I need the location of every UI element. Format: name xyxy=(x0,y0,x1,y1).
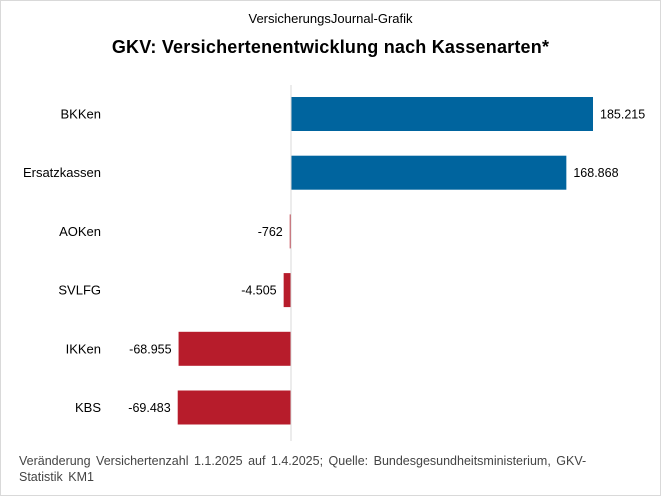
bar-svlfg xyxy=(283,273,291,308)
chart-supertitle: VersicherungsJournal-Grafik xyxy=(248,11,413,26)
value-label-ikken: -68.955 xyxy=(129,342,171,356)
bar-bkken xyxy=(291,97,593,131)
chart-footnote: Veränderung Versichertenzahl 1.1.2025 au… xyxy=(19,454,587,484)
category-label-bkken: BKKen xyxy=(61,107,101,122)
category-label-ikken: IKKen xyxy=(66,341,101,356)
value-label-svlfg: -4.505 xyxy=(241,284,276,298)
bar-chart: BKKen 185.215 Ersatzkassen 168.868 AOKen -762… xyxy=(23,85,645,441)
bar-kbs xyxy=(177,390,291,425)
category-label-kbs: KBS xyxy=(75,400,101,415)
chart-title: GKV: Versichertenentwicklung nach Kassen… xyxy=(111,37,550,57)
bar-ikken xyxy=(178,331,291,366)
category-label-svlfg: SVLFG xyxy=(58,283,101,298)
value-label-ersatzkassen: 168.868 xyxy=(573,166,618,180)
category-label-aoken: AOKen xyxy=(59,224,101,239)
bar-ersatzkassen xyxy=(291,155,567,190)
labels-layer: BKKen 185.215 Ersatzkassen 168.868 AOKen -762… xyxy=(23,107,645,416)
value-label-kbs: -69.483 xyxy=(128,401,170,415)
category-label-ersatzkassen: Ersatzkassen xyxy=(23,165,101,180)
value-label-aoken: -762 xyxy=(258,225,283,239)
bars-layer xyxy=(177,97,593,425)
value-label-bkken: 185.215 xyxy=(600,108,645,122)
